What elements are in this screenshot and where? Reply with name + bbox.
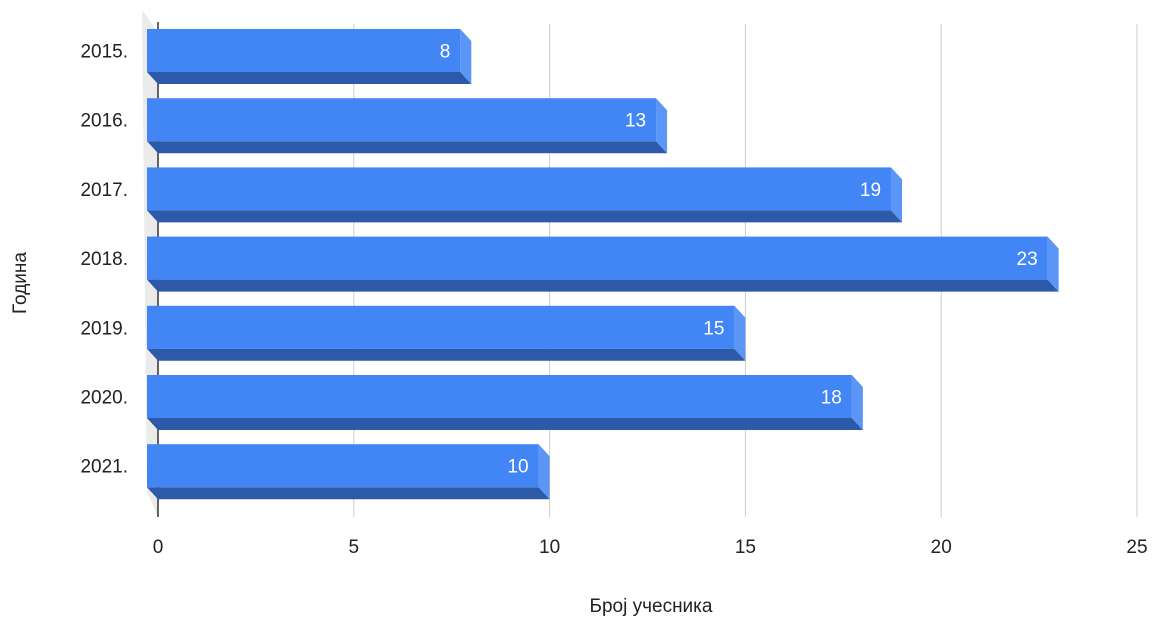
bar-front-face bbox=[147, 98, 656, 141]
bar-front-face bbox=[147, 375, 852, 418]
data-label: 23 bbox=[1017, 249, 1038, 270]
bar-front-face bbox=[147, 29, 460, 72]
bar bbox=[147, 375, 863, 430]
y-tick-label: 2018. bbox=[80, 249, 128, 270]
bar bbox=[147, 444, 550, 499]
y-tick-label: 2020. bbox=[80, 388, 128, 409]
x-tick-label: 25 bbox=[1126, 537, 1147, 558]
bar bbox=[147, 98, 667, 153]
bar bbox=[147, 237, 1059, 292]
bar-front-face bbox=[147, 167, 891, 210]
x-tick-label: 5 bbox=[349, 537, 360, 558]
data-label: 19 bbox=[860, 180, 881, 201]
bar-bottom-face bbox=[147, 418, 863, 430]
data-label: 10 bbox=[507, 457, 528, 478]
x-tick-label: 20 bbox=[931, 537, 952, 558]
bar-bottom-face bbox=[147, 349, 745, 361]
bar bbox=[147, 29, 471, 84]
x-axis-title: Број учесника bbox=[590, 596, 713, 617]
bar-bottom-face bbox=[147, 210, 902, 222]
bar-front-face bbox=[147, 306, 734, 349]
data-label: 15 bbox=[703, 318, 724, 339]
bar-front-face bbox=[147, 237, 1048, 280]
y-tick-labels: 2015. 2016. 2017. 2018. 2019. 2020. 2021. bbox=[80, 42, 128, 478]
bar-bottom-face bbox=[147, 280, 1059, 292]
bar-front-face bbox=[147, 444, 539, 487]
y-tick-label: 2021. bbox=[80, 457, 128, 478]
bar bbox=[147, 306, 745, 361]
x-tick-label: 0 bbox=[153, 537, 164, 558]
y-tick-label: 2016. bbox=[80, 111, 128, 132]
bar bbox=[147, 167, 902, 222]
bar-bottom-face bbox=[147, 141, 667, 153]
data-label: 8 bbox=[440, 42, 451, 63]
bar-bottom-face bbox=[147, 487, 550, 499]
y-axis-title: Година bbox=[10, 252, 31, 314]
y-tick-label: 2019. bbox=[80, 318, 128, 339]
y-tick-label: 2017. bbox=[80, 180, 128, 201]
bars bbox=[147, 29, 1059, 499]
y-tick-label: 2015. bbox=[80, 42, 128, 63]
data-label: 18 bbox=[821, 388, 842, 409]
x-tick-labels: 0 5 10 15 20 25 bbox=[153, 537, 1148, 558]
bar-bottom-face bbox=[147, 72, 471, 84]
x-tick-label: 15 bbox=[735, 537, 756, 558]
data-label: 13 bbox=[625, 111, 646, 132]
x-tick-label: 10 bbox=[539, 537, 560, 558]
